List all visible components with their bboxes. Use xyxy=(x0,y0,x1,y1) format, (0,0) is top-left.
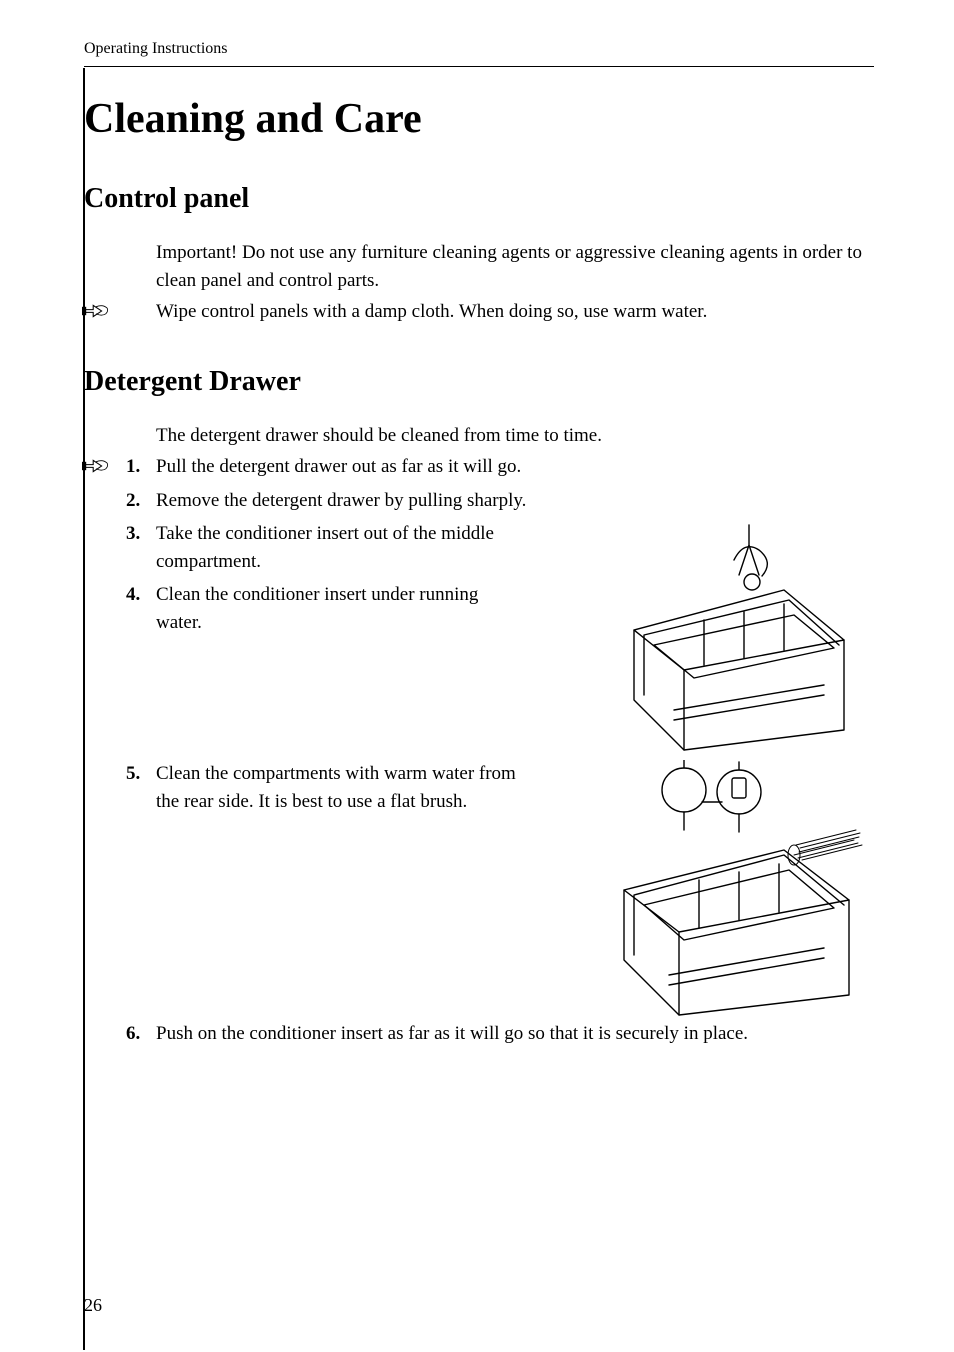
step-text: Clean the conditioner insert under runni… xyxy=(156,584,478,633)
step-number: 6. xyxy=(126,1020,140,1048)
step-5: 5. Clean the compartments with warm wate… xyxy=(126,760,526,815)
header-rule xyxy=(84,66,874,67)
important-note: Important! Do not use any furniture clea… xyxy=(156,239,874,294)
step-number: 3. xyxy=(126,520,140,548)
step-text: Push on the conditioner insert as far as… xyxy=(156,1023,748,1044)
control-panel-instruction: Wipe control panels with a damp cloth. W… xyxy=(156,298,874,326)
step-number: 2. xyxy=(126,487,140,515)
section-heading-control-panel: Control panel xyxy=(84,183,874,215)
detergent-intro: The detergent drawer should be cleaned f… xyxy=(156,422,874,450)
hand-pointer-icon xyxy=(82,455,110,477)
step-1: 1. Pull the detergent drawer out as far … xyxy=(126,453,874,481)
step-number: 4. xyxy=(126,581,140,609)
drawer-illustration-1 xyxy=(584,520,864,765)
step-text: Take the conditioner insert out of the m… xyxy=(156,523,494,572)
step-text: Pull the detergent drawer out as far as … xyxy=(156,456,521,477)
step-number: 5. xyxy=(126,760,140,788)
running-header: Operating Instructions xyxy=(84,40,874,58)
page-number: 26 xyxy=(84,1295,102,1316)
step-3: 3. Take the conditioner insert out of th… xyxy=(126,520,526,575)
page-content: Operating Instructions Cleaning and Care… xyxy=(84,40,874,1292)
step-text: Clean the compartments with warm water f… xyxy=(156,763,516,812)
drawer-illustration-2 xyxy=(584,760,864,1025)
section-heading-detergent-drawer: Detergent Drawer xyxy=(84,366,874,398)
step-number: 1. xyxy=(126,453,140,481)
step-6: 6. Push on the conditioner insert as far… xyxy=(126,1020,874,1048)
hand-pointer-icon xyxy=(82,300,110,322)
page-title: Cleaning and Care xyxy=(84,95,874,143)
step-4: 4. Clean the conditioner insert under ru… xyxy=(126,581,526,636)
step-text: Remove the detergent drawer by pulling s… xyxy=(156,490,526,511)
step-2: 2. Remove the detergent drawer by pullin… xyxy=(126,487,874,515)
